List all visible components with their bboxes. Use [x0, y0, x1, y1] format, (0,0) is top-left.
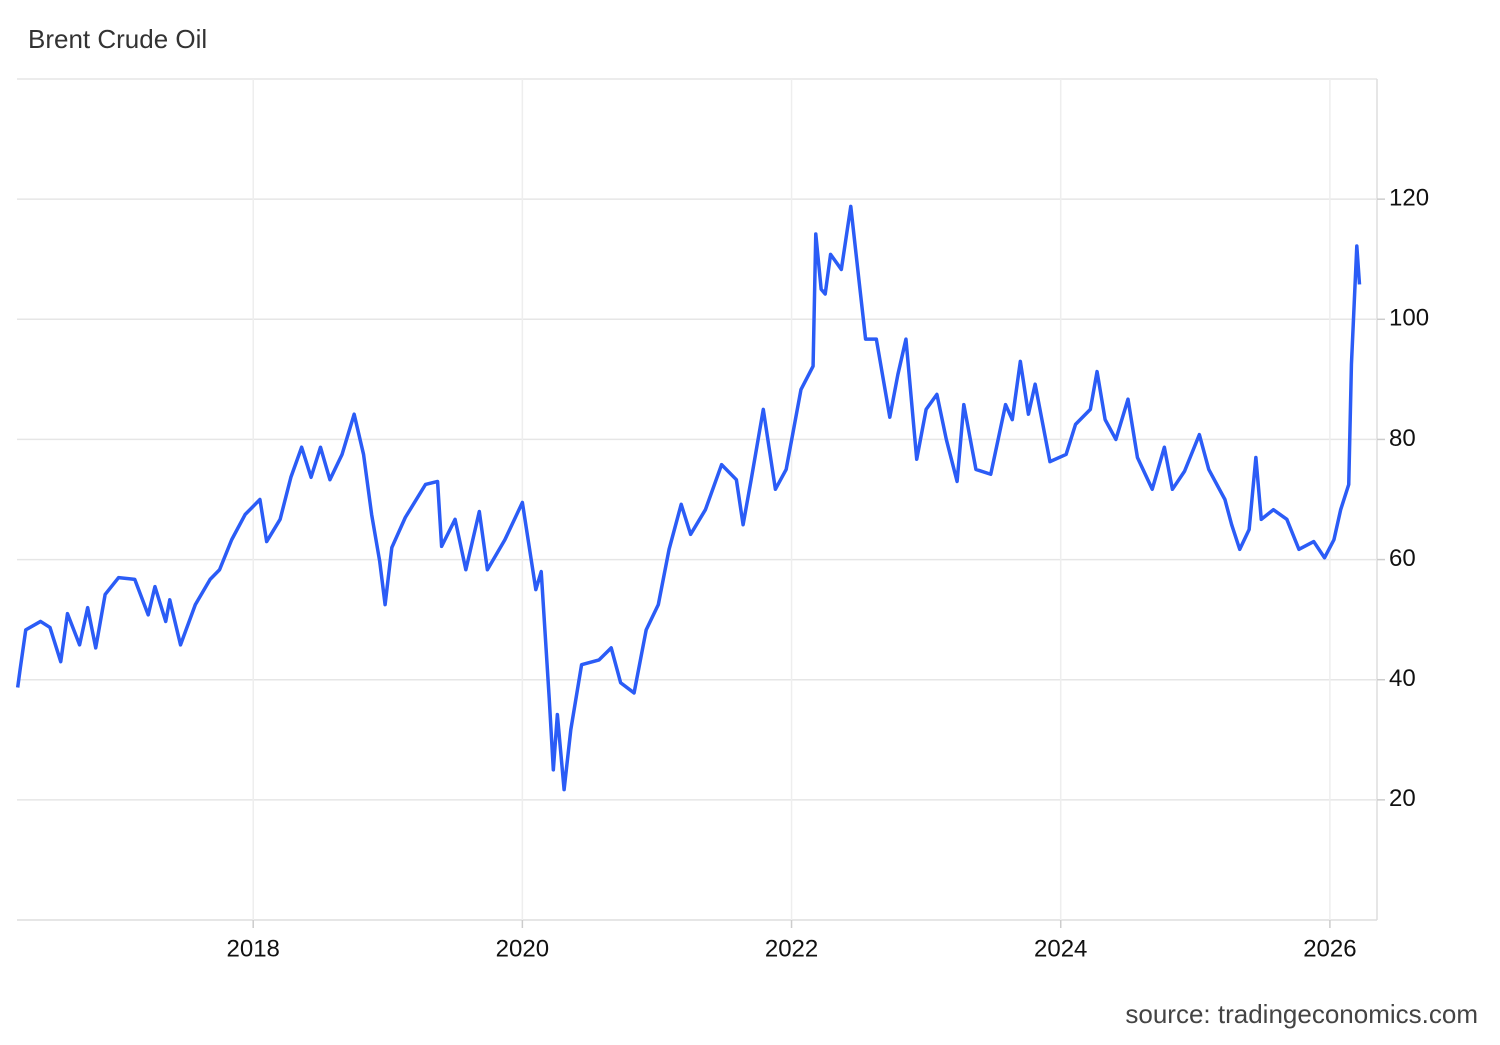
y-tick-label: 120 [1389, 184, 1429, 211]
x-tick-label: 2018 [227, 935, 280, 962]
y-tick-label: 20 [1389, 785, 1416, 812]
source: source: tradingeconomics.com [1125, 999, 1478, 1029]
x-tick-label: 2020 [496, 935, 549, 962]
x-tick-label: 2024 [1034, 935, 1087, 962]
x-tick-label: 2026 [1303, 935, 1356, 962]
y-tick-label: 100 [1389, 305, 1429, 332]
x-tick-label: 2022 [765, 935, 818, 962]
price-line [15, 204, 1362, 792]
y-tick-label: 80 [1389, 425, 1416, 452]
y-tick-label: 60 [1389, 545, 1416, 572]
chart-title: Brent Crude Oil [28, 24, 207, 54]
y-tick-label: 40 [1389, 665, 1416, 692]
